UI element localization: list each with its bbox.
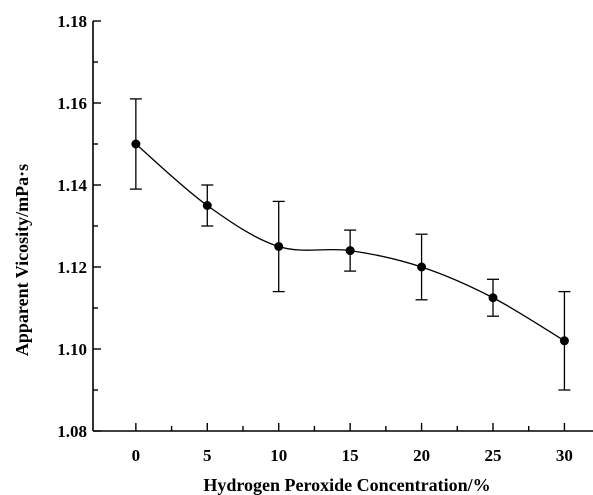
x-tick-label: 30: [556, 446, 573, 465]
x-tick-label: 15: [342, 446, 359, 465]
data-point: [345, 246, 355, 256]
data-point: [488, 293, 498, 303]
x-axis-label: Hydrogen Peroxide Concentration/%: [203, 475, 490, 495]
y-tick-label: 1.16: [57, 94, 87, 113]
data-point: [274, 242, 284, 251]
y-tick-label: 1.18: [57, 12, 87, 31]
y-axis-label: Apparent Vicosity/mPa·s: [12, 164, 32, 356]
y-tick-label: 1.10: [57, 340, 87, 359]
plot-area: 1.08 1.10 1.12 1.14 1.16 1.18 0 5 10 15 20 25 30: [57, 12, 593, 465]
x-tick-label: 10: [270, 446, 287, 465]
x-tick-label: 5: [203, 446, 212, 465]
data-point: [131, 139, 141, 149]
data-point: [202, 201, 212, 210]
y-tick-label: 1.08: [57, 422, 87, 441]
x-tick-label: 25: [485, 446, 502, 465]
y-tick-label: 1.12: [57, 258, 87, 277]
x-tick-label: 0: [132, 446, 141, 465]
data-point: [417, 262, 427, 272]
x-tick-label: 20: [413, 446, 430, 465]
data-point: [559, 336, 569, 346]
y-tick-label: 1.14: [57, 176, 87, 195]
